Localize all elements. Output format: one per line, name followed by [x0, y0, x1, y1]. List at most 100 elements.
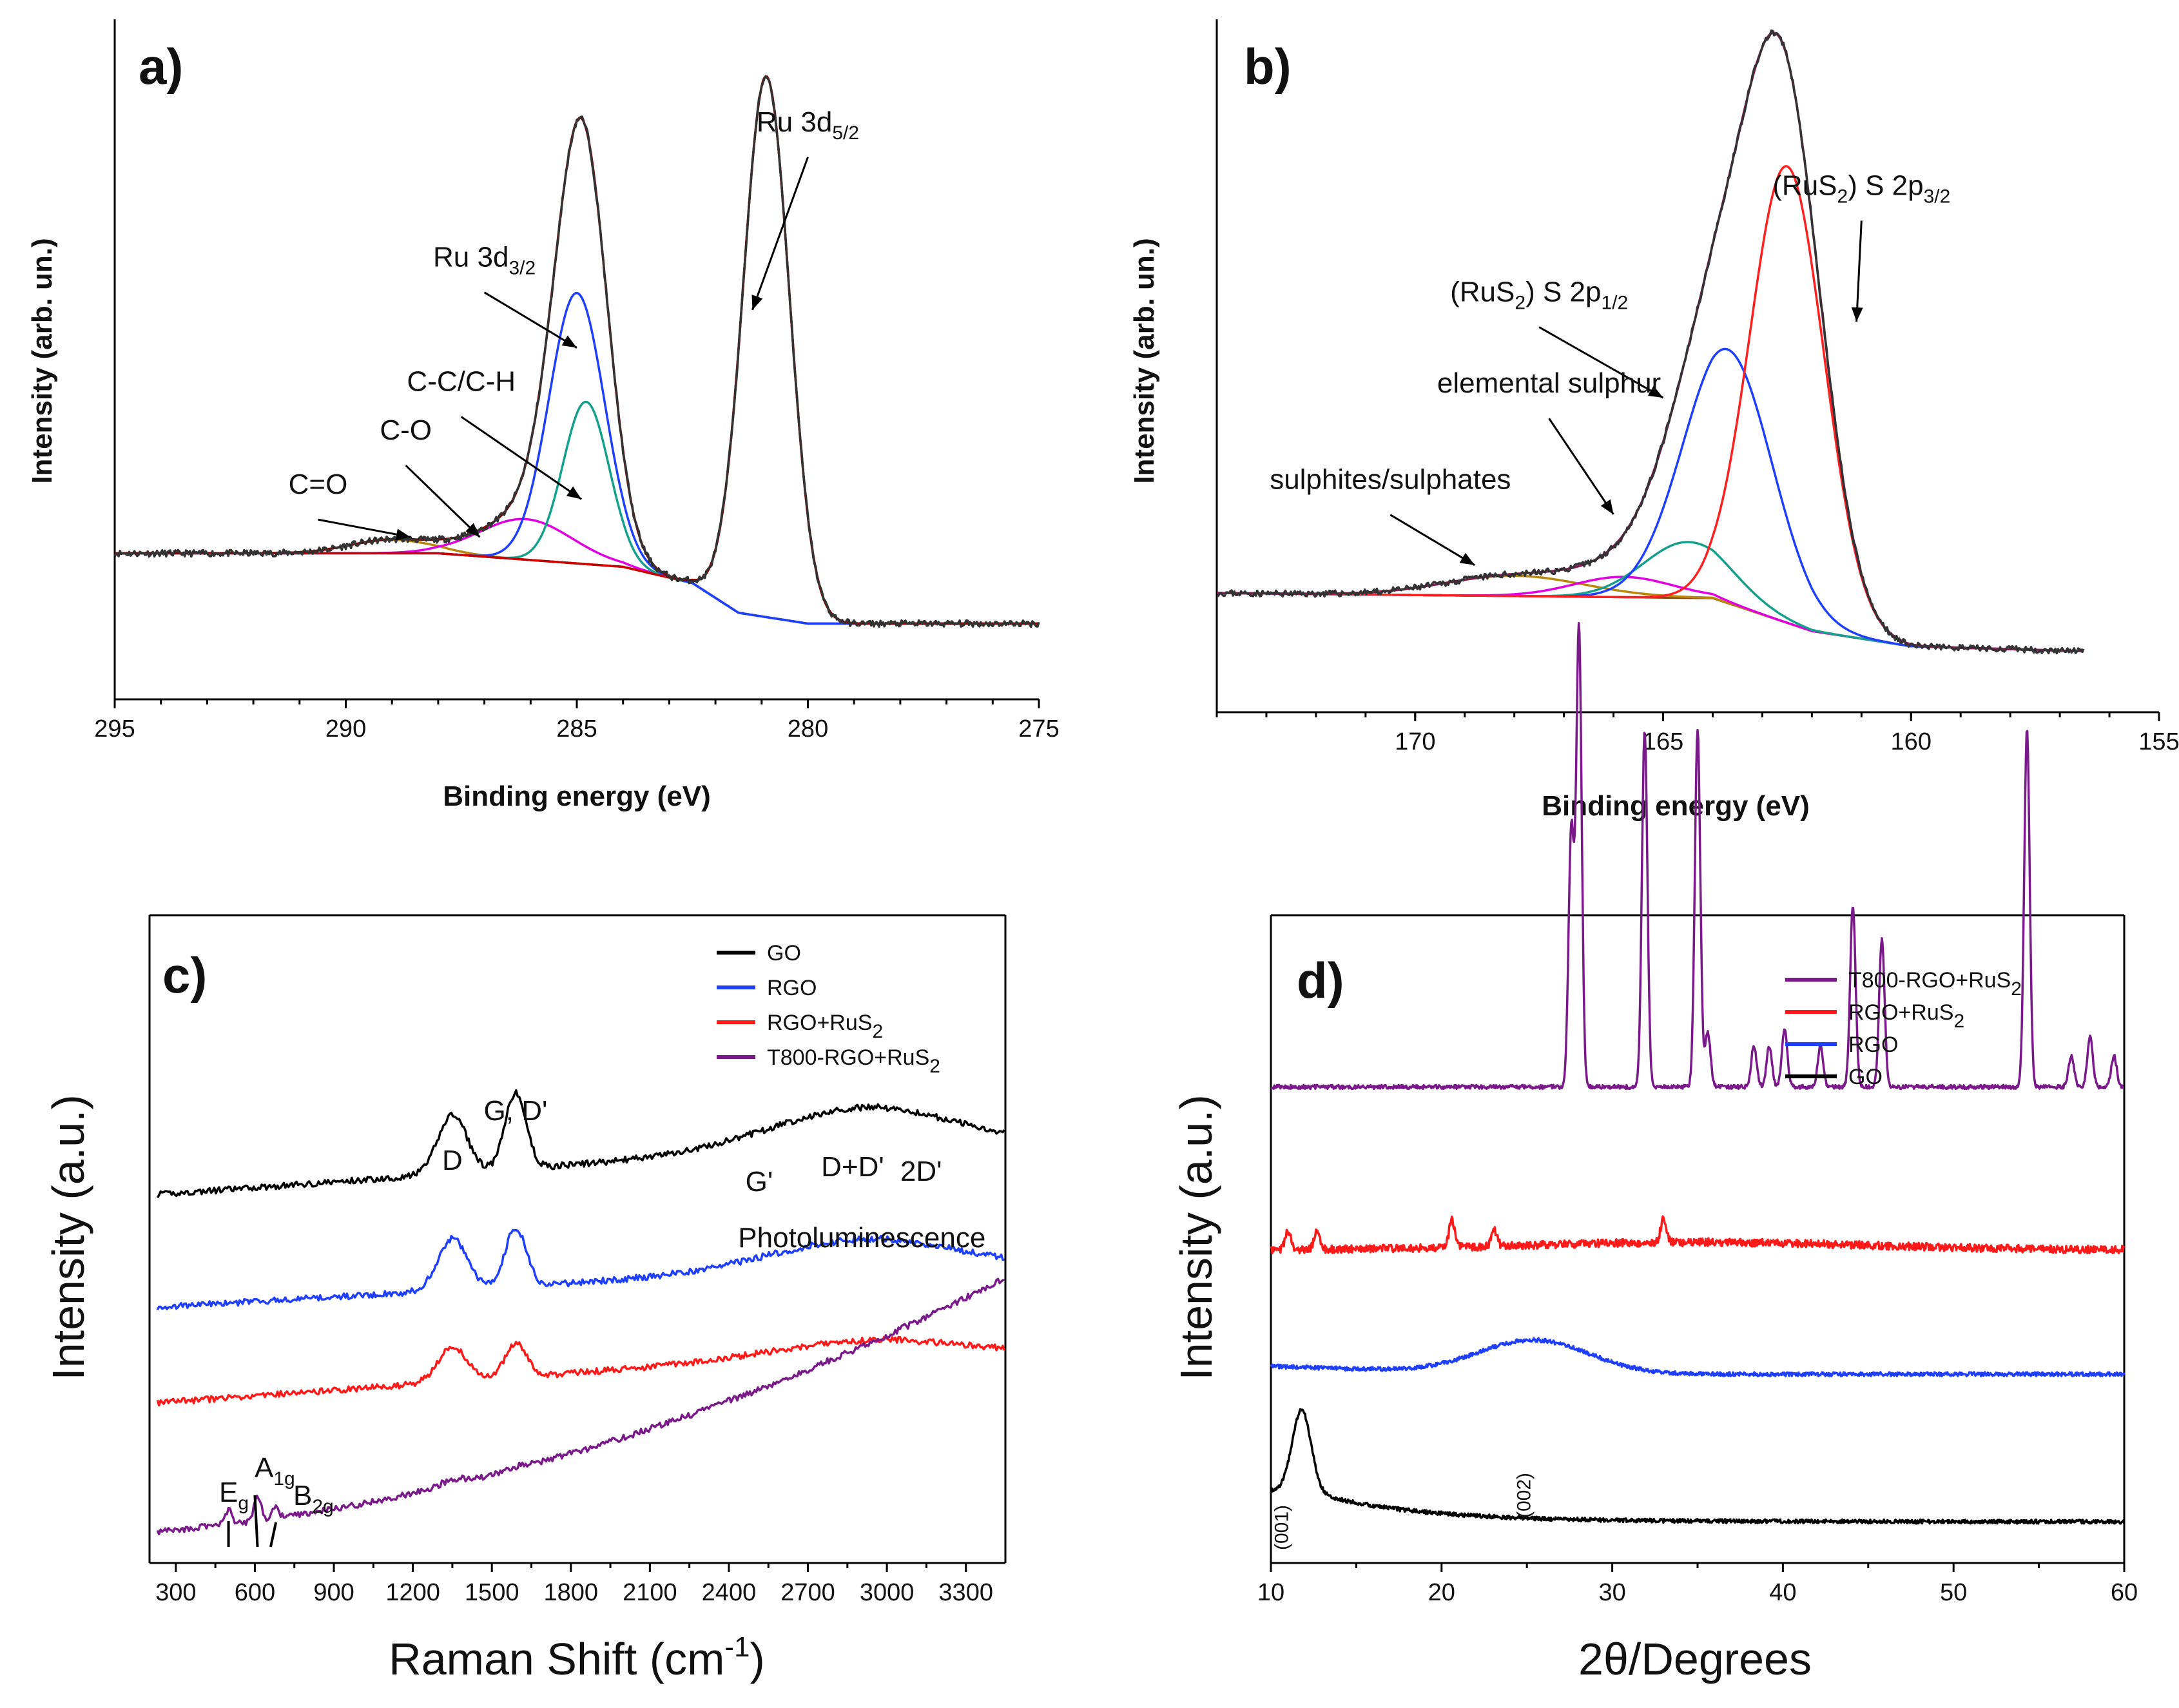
c-phase-marker-2 [269, 1522, 278, 1548]
panel-c-x-label-main: Raman Shift (cm [389, 1634, 724, 1684]
d-reflection-label-1: (002) [1513, 1473, 1535, 1518]
c-legend-label-2-part: 2 [872, 1021, 883, 1042]
d-tick-label: 60 [2111, 1579, 2138, 1606]
panel-b-y-label: Intensity (arb. un.) [1128, 238, 1160, 483]
c-peak-label-1: G, D' [484, 1095, 548, 1127]
a-tick-label: 285 [556, 715, 597, 742]
d-reflection-label-0: (001) [1271, 1505, 1292, 1550]
a-annotation-0: Ru 3d5/2 [757, 106, 859, 144]
b-annotation-1-part: ) S 2p [1525, 277, 1601, 308]
d-tick-label: 20 [1428, 1579, 1455, 1606]
c-phase-label-1: A1g [255, 1452, 295, 1490]
panel-d-label: d) [1297, 952, 1344, 1009]
a-tick-label: 280 [788, 715, 828, 742]
b-annotation-1-part: (RuS [1450, 277, 1515, 308]
a-annotation-arrow-0 [751, 157, 809, 311]
c-legend-label-2-part: RGO+RuS [767, 1011, 872, 1035]
c-legend-label-0: GO [767, 941, 801, 966]
c-tick-label: 2100 [623, 1579, 677, 1606]
b-component-1 [1217, 576, 2084, 653]
c-tick-label: 1200 [385, 1579, 440, 1606]
b-annotation-arrow-3-head [1459, 552, 1475, 565]
panel-c-x-ticks: 300 600 900 1200 1500 1800 2100 2400 2700 3000 330… [155, 1563, 993, 1606]
panel-c-x-label-sup: -1 [724, 1631, 750, 1663]
panel-a-series [113, 75, 1040, 628]
c-phase-label-2-part: B [293, 1480, 312, 1511]
a-annotation-1-part: 3/2 [508, 258, 536, 279]
a-annotation-arrow-3 [405, 465, 481, 538]
a-annotation-1-part: Ru 3d [433, 242, 508, 273]
panel-c: c) 300 600 900 1200 1500 1800 2100 2400 2700 3000… [43, 914, 1007, 1684]
d-legend-label-0-part: 2 [2011, 978, 2022, 1000]
c-tick-label: 1800 [544, 1579, 599, 1606]
c-phase-label-0-part: E [219, 1477, 238, 1508]
c-peak-label-3: D+D' [821, 1151, 884, 1183]
c-series-1 [156, 1228, 1005, 1311]
b-annotation-0: (RuS2) S 2p3/2 [1772, 170, 1950, 207]
a-tick-label: 295 [94, 715, 135, 742]
d-tick-label: 10 [1257, 1579, 1284, 1606]
b-annotation-0-part: (RuS [1772, 170, 1837, 201]
a-component-1 [115, 518, 1039, 625]
a-annotation-arrow-3-head [465, 523, 480, 538]
a-annotation-3: C-O [380, 414, 432, 446]
b-annotation-arrow-0-head [1851, 307, 1863, 322]
d-tick-label: 40 [1769, 1579, 1796, 1606]
b-annotation-2: elemental sulphur [1437, 367, 1661, 399]
panel-d-x-label: 2θ/Degrees [1578, 1634, 1812, 1684]
b-annotation-3-part: sulphites/sulphates [1270, 464, 1511, 496]
panel-d-x-ticks: 10 20 30 40 50 60 [1257, 1563, 2138, 1606]
panel-a-x-ticks: 295 290 285 280 275 [94, 699, 1060, 742]
b-tick-label: 165 [1643, 728, 1683, 755]
c-tick-label: 1500 [465, 1579, 519, 1606]
a-annotation-2-part: C-C/C-H [407, 366, 516, 398]
c-tick-label: 2400 [702, 1579, 757, 1606]
panel-d-reflection-labels: (001) (002) [1271, 1473, 1535, 1550]
b-annotation-arrow-3 [1390, 514, 1475, 567]
d-legend-label-2: RGO [1848, 1033, 1898, 1057]
c-tick-label: 3300 [938, 1579, 993, 1606]
d-legend-label-0-part: T800-RGO+RuS [1848, 968, 2011, 993]
c-phase-label-1-part: A [255, 1452, 274, 1484]
d-series-0 [1270, 622, 2125, 1091]
a-annotation-0-part: 5/2 [832, 122, 859, 144]
c-legend-label-1: RGO [767, 976, 817, 1000]
a-tick-label: 275 [1018, 715, 1059, 742]
d-tick-label: 30 [1598, 1579, 1625, 1606]
panel-c-y-label: Intensity (a.u.) [43, 1094, 93, 1381]
c-tick-label: 900 [313, 1579, 354, 1606]
a-component-2 [115, 400, 1039, 625]
c-peak-label-2: G' [746, 1166, 773, 1198]
panel-a-annotations: Ru 3d5/2Ru 3d3/2C-C/C-HC-OC=O [289, 106, 859, 541]
panel-a-y-label: Intensity (arb. un.) [26, 238, 58, 483]
b-annotation-1-part: 1/2 [1601, 293, 1628, 314]
a-annotation-arrow-1-head [561, 335, 577, 348]
b-annotation-arrow-1-head [1647, 385, 1663, 398]
c-peak-label-0: D [442, 1145, 463, 1176]
c-peak-label-5: Photoluminescence [738, 1222, 985, 1254]
c-series-0 [156, 1089, 1005, 1199]
a-annotation-3-part: C-O [380, 414, 432, 446]
panel-c-x-label-tail: ) [750, 1634, 765, 1684]
a-annotation-arrow-1 [483, 291, 577, 349]
panel-a: a) 295 290 285 280 275 Binding energy (eV) I… [26, 19, 1060, 812]
d-series-2 [1270, 1337, 2126, 1377]
panel-d-y-label: Intensity (a.u.) [1171, 1094, 1221, 1381]
c-legend-label-3-part: T800-RGO+RuS [767, 1045, 929, 1070]
b-annotation-arrow-0 [1855, 220, 1863, 322]
b-component-0 [1217, 574, 2084, 653]
panel-b-x-ticks: 170 165 160 155 [1215, 712, 2179, 755]
a-annotation-arrow-2 [460, 416, 583, 500]
b-annotation-3: sulphites/sulphates [1270, 464, 1511, 496]
panel-a-label: a) [139, 38, 183, 95]
d-series-1 [1270, 1215, 2126, 1255]
a-annotation-arrow-4 [318, 518, 411, 538]
b-tick-label: 155 [2138, 728, 2179, 755]
b-annotation-arrow-2-head [1600, 499, 1614, 515]
c-phase-marker-1 [253, 1495, 259, 1548]
b-annotation-0-part: 3/2 [1924, 186, 1951, 207]
